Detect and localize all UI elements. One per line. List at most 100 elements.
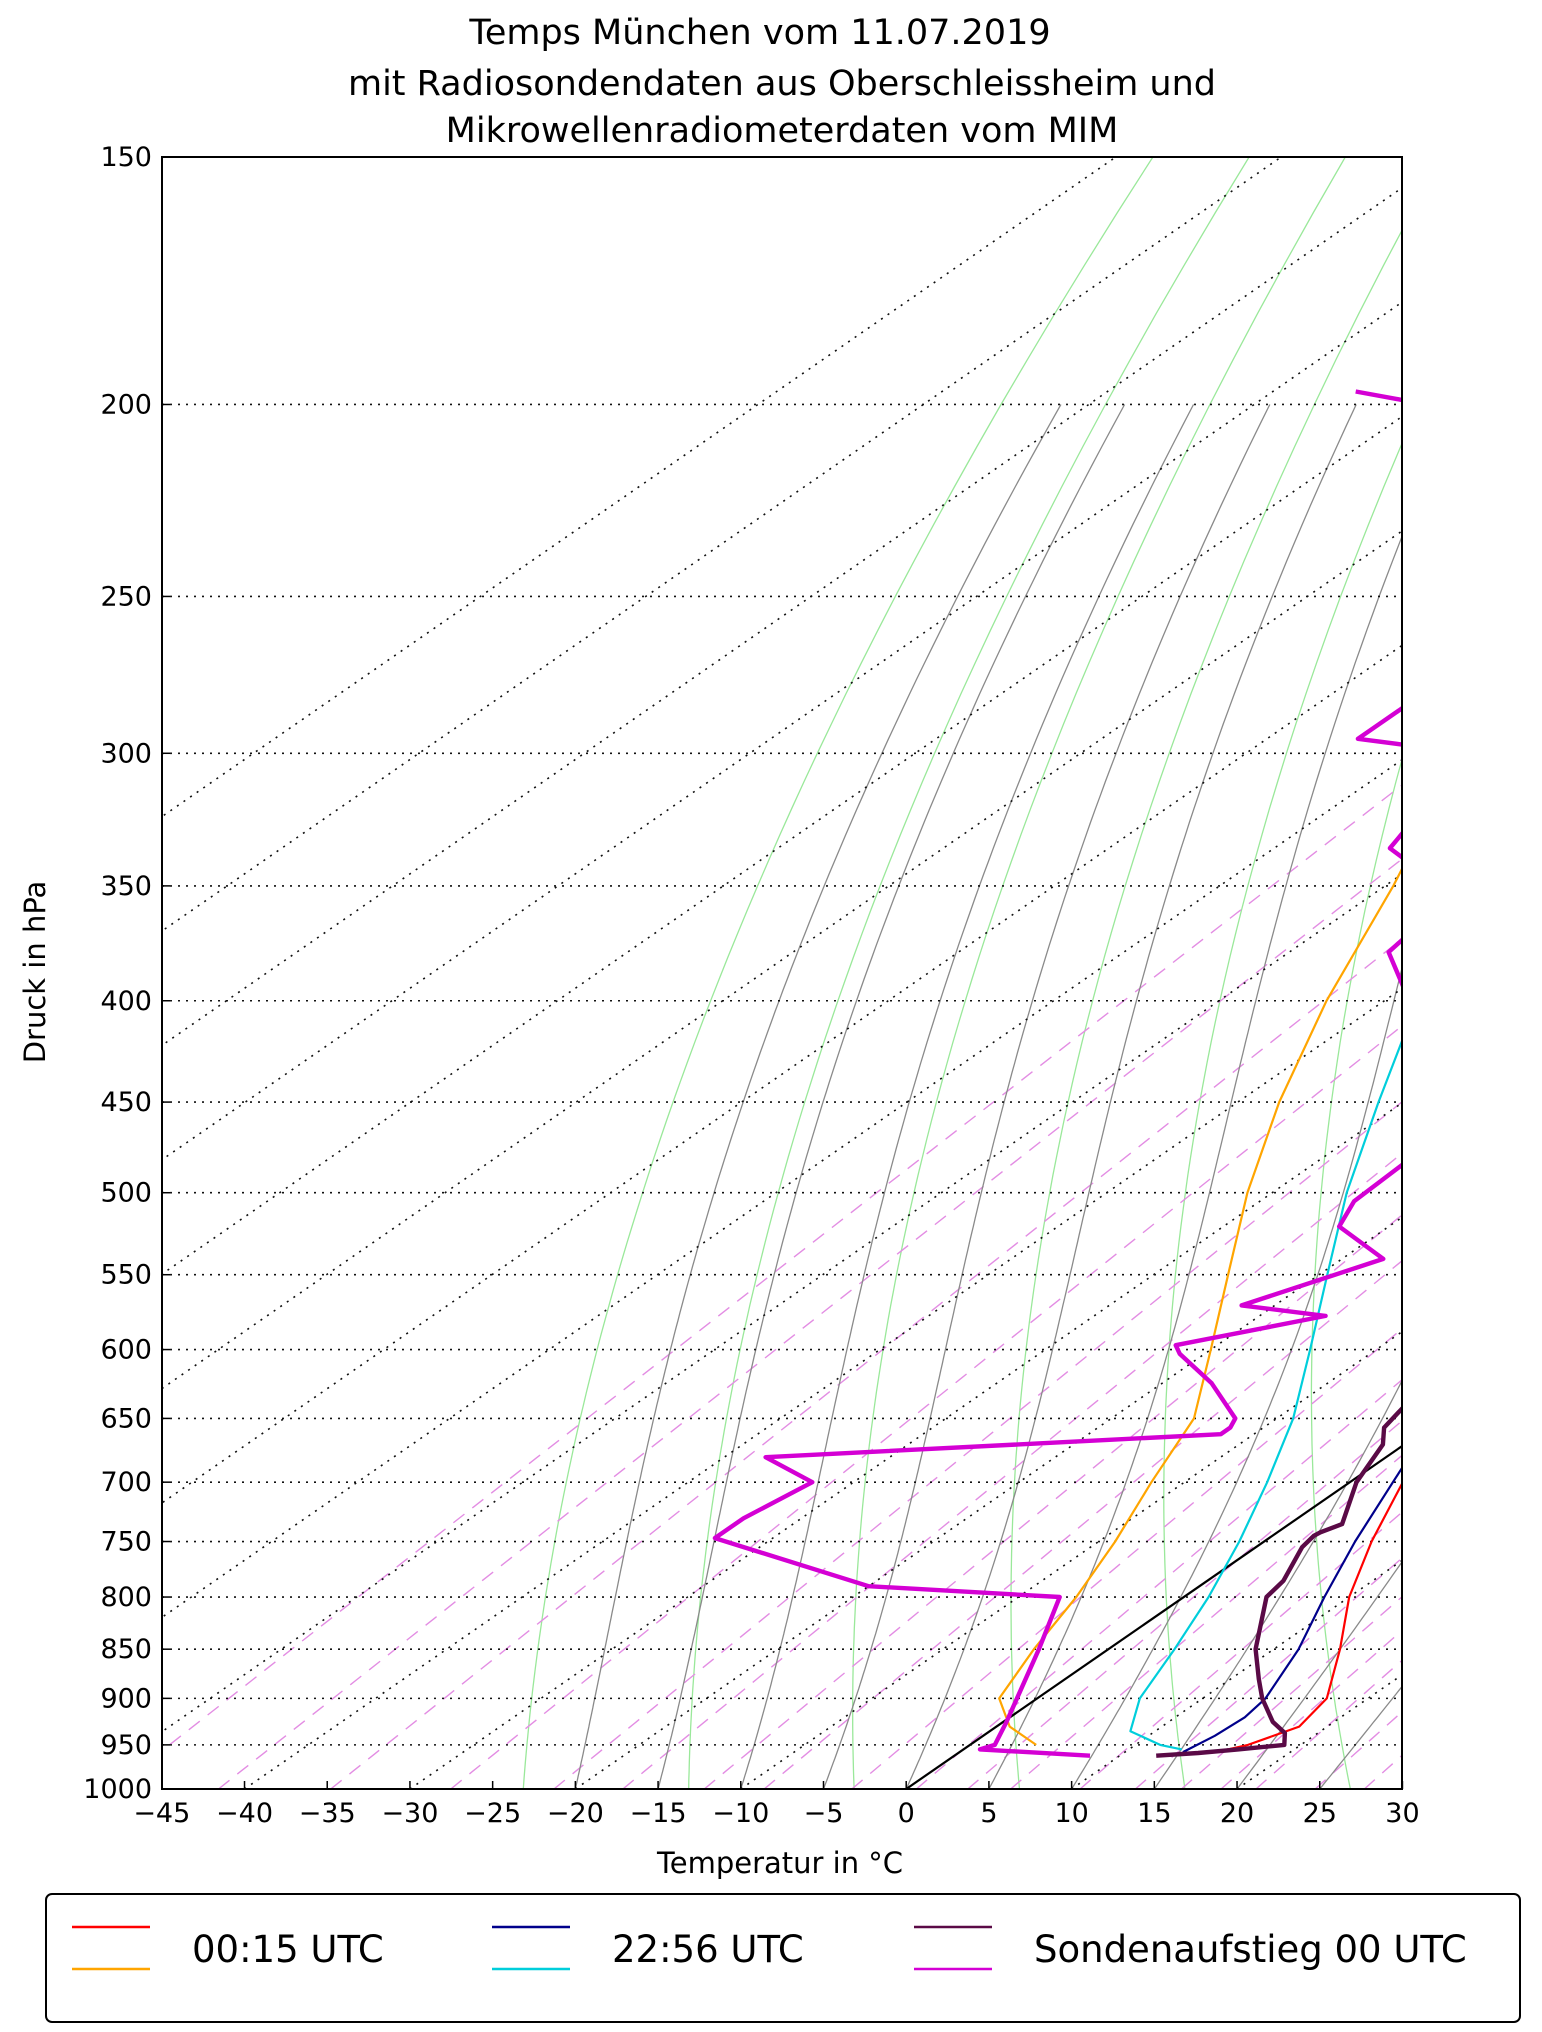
dry-adiabat-line xyxy=(1163,441,1402,1789)
legend-label: Sondenaufstieg 00 UTC xyxy=(1034,1928,1467,1971)
y-axis-label: Druck in hPa xyxy=(18,881,52,1064)
x-tick-label: 5 xyxy=(980,1798,997,1829)
mixing-ratio-line xyxy=(1255,1659,1402,1789)
moist-adiabat-line xyxy=(740,404,1195,1789)
isotherm-line xyxy=(162,530,1402,1390)
x-tick-label: −25 xyxy=(464,1798,521,1829)
legend-frame xyxy=(45,1893,1521,2023)
isotherm-line xyxy=(162,301,1402,1161)
y-tick-label: 250 xyxy=(100,581,152,612)
isotherm-line xyxy=(162,157,1282,932)
x-tick-label: −40 xyxy=(216,1798,273,1829)
y-tick-label: 750 xyxy=(100,1527,152,1558)
mixing-ratio-line xyxy=(1134,1557,1402,1789)
mixing-ratio-line xyxy=(162,784,1402,1752)
chart-title-line-3: Mikrowellenradiometerdaten vom MIM xyxy=(446,111,1119,151)
mixing-ratio-line xyxy=(703,1214,1402,1789)
moist-adiabat-line xyxy=(988,534,1402,1789)
isotherm-line xyxy=(409,1101,1402,1789)
y-tick-label: 150 xyxy=(100,142,152,173)
y-tick-label: 550 xyxy=(100,1260,152,1291)
dry-adiabat-line xyxy=(1454,157,1542,1789)
chart-title: Temps München vom 11.07.2019 mit Radioso… xyxy=(348,13,1216,151)
y-tick-label: 500 xyxy=(100,1178,152,1209)
mixing-ratio-line xyxy=(1010,1454,1402,1789)
mixing-ratio-line xyxy=(1314,1710,1402,1789)
moist-adiabat-line xyxy=(1153,1379,1402,1789)
grid xyxy=(162,157,1402,1789)
dry-adiabat-line xyxy=(522,157,1154,1789)
x-tick-label: −30 xyxy=(381,1798,438,1829)
sondenaufstieg-00-utc-temperature-line xyxy=(1156,1405,1402,1758)
22-56-utc-dewpoint-line xyxy=(1129,1037,1402,1751)
moist-adiabat-line xyxy=(1236,1560,1402,1789)
sondenaufstieg-00-utc-dewpoint-line xyxy=(712,389,1402,1758)
mixing-ratio-line xyxy=(1079,1511,1402,1789)
x-tick-label: −5 xyxy=(804,1798,844,1829)
y-tick-label: 700 xyxy=(100,1467,152,1498)
isotherm-line xyxy=(1403,157,1542,1789)
moist-adiabat-line xyxy=(1319,1685,1402,1789)
thermodynamic-background xyxy=(162,157,1542,1790)
mixing-ratio-line xyxy=(1444,405,1542,1790)
dry-adiabat-line xyxy=(688,157,1250,1789)
plot-frame xyxy=(161,156,1403,1790)
moist-adiabat-line xyxy=(574,404,1062,1789)
y-axis: 150 200 250 300 350 400 450 500 550 600 650 700 750 8… xyxy=(83,142,170,1805)
y-tick-label: 400 xyxy=(100,986,152,1017)
dry-adiabat-line xyxy=(852,157,1346,1789)
isotherm-line xyxy=(162,415,1402,1276)
mixing-ratio-line xyxy=(763,1259,1402,1789)
x-tick-label: −35 xyxy=(299,1798,356,1829)
dry-adiabat-line xyxy=(1310,757,1402,1789)
y-tick-label: 850 xyxy=(100,1634,152,1665)
moist-adiabat-line xyxy=(905,404,1357,1789)
moist-adiabat-line xyxy=(1071,965,1402,1789)
mixing-ratio-line xyxy=(553,1101,1402,1789)
y-tick-label: 800 xyxy=(100,1582,152,1613)
moist-adiabat-line xyxy=(657,404,1126,1789)
x-tick-label: 15 xyxy=(1137,1798,1171,1829)
x-tick-label: −45 xyxy=(133,1798,190,1829)
00-15-utc-temperature-line xyxy=(1215,1481,1402,1754)
mixing-ratio-line xyxy=(450,1025,1402,1789)
x-tick-label: 0 xyxy=(898,1798,915,1829)
isotherm-line xyxy=(162,644,1402,1504)
00-15-utc-dewpoint-line xyxy=(998,866,1402,1746)
y-tick-label: 200 xyxy=(100,389,152,420)
y-tick-label: 350 xyxy=(100,871,152,902)
y-tick-label: 600 xyxy=(100,1335,152,1366)
x-tick-label: 20 xyxy=(1220,1798,1254,1829)
profile-series xyxy=(712,389,1402,1758)
y-tick-label: 450 xyxy=(100,1087,152,1118)
x-axis-label: Temperatur in °C xyxy=(656,1846,903,1880)
isotherm-line xyxy=(162,157,1117,818)
x-tick-label: −15 xyxy=(630,1798,687,1829)
mixing-ratio-line xyxy=(915,1378,1402,1789)
legend-label: 00:15 UTC xyxy=(192,1928,384,1971)
x-tick-label: −10 xyxy=(712,1798,769,1829)
mixing-ratio-line xyxy=(1407,405,1542,1790)
mixing-ratio-line xyxy=(851,1327,1402,1789)
isotherm-line xyxy=(162,873,1402,1733)
mixing-ratio-line xyxy=(622,1152,1402,1789)
y-tick-label: 950 xyxy=(100,1730,152,1761)
y-tick-label: 300 xyxy=(100,738,152,769)
y-tick-label: 900 xyxy=(100,1683,152,1714)
mixing-ratio-line xyxy=(1181,1595,1402,1789)
isotherm-line xyxy=(162,186,1402,1047)
x-tick-label: 10 xyxy=(1054,1798,1088,1829)
isotherm-line xyxy=(1236,1673,1402,1789)
x-axis: −45 −40 −35 −30 −25 −20 −15 −10 −5 0 5 10 15 20 25 30 xyxy=(133,1781,1420,1829)
y-tick-label: 650 xyxy=(100,1403,152,1434)
x-tick-label: 30 xyxy=(1385,1798,1419,1829)
x-tick-label: −20 xyxy=(547,1798,604,1829)
moist-adiabat-line xyxy=(1403,405,1542,1790)
x-tick-label: 25 xyxy=(1303,1798,1337,1829)
y-tick-label: 1000 xyxy=(83,1774,152,1805)
mixing-ratio-line xyxy=(218,858,1402,1789)
legend: 00:15 UTC 22:56 UTC Sondenaufstieg 00 UTC xyxy=(45,1893,1521,2023)
isotherm-line xyxy=(740,1330,1402,1789)
moist-adiabat-line xyxy=(822,404,1271,1789)
